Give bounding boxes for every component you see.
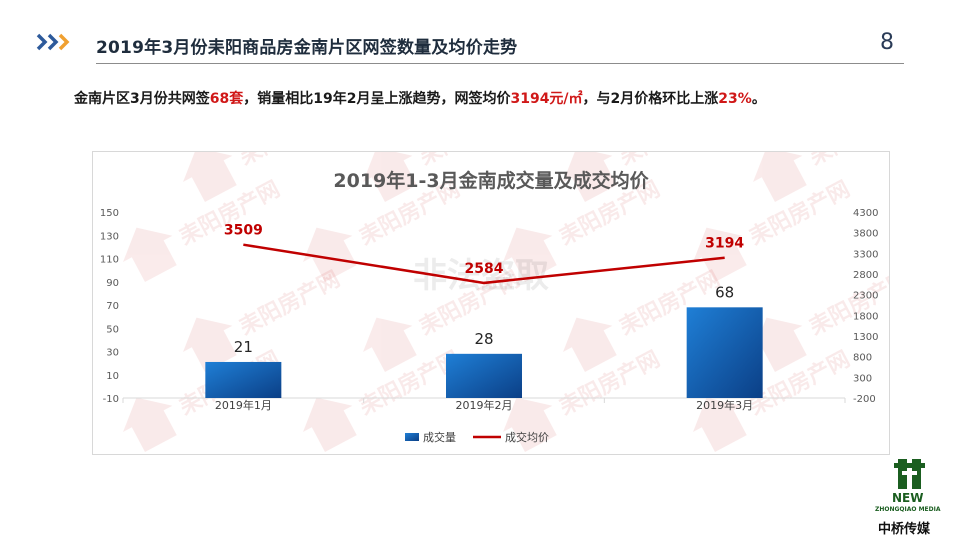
logo-media-text: ZHONGQIAO MEDIA xyxy=(875,506,941,513)
bar-data-label: 21 xyxy=(234,338,253,356)
summary-price: 3194元/㎡ xyxy=(510,91,583,107)
y-left-tick-label: 110 xyxy=(100,255,119,266)
summary-rate: 23% xyxy=(718,91,752,107)
summary-part-3: ，与2月价格环比上涨 xyxy=(582,91,719,107)
header: 2019年3月份耒阳商品房金南片区网签数量及均价走势 8 xyxy=(0,0,960,70)
legend-swatch-bar xyxy=(405,433,419,441)
watermark-text: 耒阳房产网 xyxy=(235,266,344,341)
chevron-right-icon xyxy=(36,33,70,51)
y-right-tick-label: 3800 xyxy=(853,229,878,240)
company-logo: NEW ZHONGQIAO MEDIA 中桥传媒 xyxy=(872,455,952,537)
page-title: 2019年3月份耒阳商品房金南片区网签数量及均价走势 xyxy=(96,38,518,58)
y-right-tick-label: 3300 xyxy=(853,249,878,260)
y-left-tick-label: 10 xyxy=(106,371,119,382)
chart-title: 2019年1-3月金南成交量及成交均价 xyxy=(333,169,649,192)
logo-brand-name: 中桥传媒 xyxy=(878,522,931,537)
y-left-tick-label: 50 xyxy=(106,324,119,335)
bar-data-label: 68 xyxy=(715,283,734,301)
line-data-label: 2584 xyxy=(465,261,504,277)
line-data-label: 3194 xyxy=(705,236,744,252)
summary-part-1: 金南片区3月份共网签 xyxy=(74,91,210,107)
y-right-tick-label: -200 xyxy=(853,394,876,405)
x-tick-label: 2019年1月 xyxy=(215,398,272,412)
summary-part-2: ，销量相比19年2月呈上涨趋势，网签均价 xyxy=(243,91,511,107)
line-data-label: 3509 xyxy=(224,223,263,239)
watermark-text: 耒阳房产网 xyxy=(615,152,724,171)
header-divider xyxy=(96,63,904,64)
chart-container: 耒阳房产网 耒阳房产网 耒阳房产网 耒阳房产网 耒阳房产网 耒阳房产网 耒阳房产网 耒阳房产网… xyxy=(92,151,890,455)
y-left-tick-label: -10 xyxy=(103,394,119,405)
y-right-tick-label: 4300 xyxy=(853,208,878,219)
y-left-tick-label: 90 xyxy=(106,278,119,289)
watermark-text: 耒阳房产网 xyxy=(415,152,524,171)
y-left-tick-label: 30 xyxy=(106,348,119,359)
y-left-tick-label: 70 xyxy=(106,301,119,312)
summary-part-4: 。 xyxy=(751,91,766,107)
summary-sales: 68套 xyxy=(209,91,244,107)
bar-data-label: 28 xyxy=(474,330,493,348)
watermark-text: 耒阳房产网 xyxy=(805,152,889,171)
y-right-tick-label: 2300 xyxy=(853,291,878,302)
y-left-tick-label: 130 xyxy=(100,231,119,242)
series-line xyxy=(243,243,725,285)
y-right-tick-label: 800 xyxy=(853,353,872,364)
bar xyxy=(205,361,282,398)
bar xyxy=(446,353,522,398)
y-right-tick-label: 2800 xyxy=(853,270,878,281)
y-right-tick-label: 1800 xyxy=(853,311,878,322)
y-right-tick-label: 1300 xyxy=(853,332,878,343)
logo-mark xyxy=(894,459,925,489)
x-tick-label: 2019年2月 xyxy=(456,398,513,412)
bar xyxy=(686,307,763,398)
logo-new-text: NEW xyxy=(892,491,924,505)
legend-label-line: 成交均价 xyxy=(505,430,549,444)
y-right-tick-label: 300 xyxy=(853,373,872,384)
x-tick-label: 2019年3月 xyxy=(696,398,753,412)
y-left-tick-label: 150 xyxy=(100,208,119,219)
page-number: 8 xyxy=(880,30,894,55)
watermark-text: 耒阳房产网 xyxy=(235,152,344,171)
legend-label-bar: 成交量 xyxy=(423,430,456,444)
summary-text: 金南片区3月份共网签68套，销量相比19年2月呈上涨趋势，网签均价3194元/㎡… xyxy=(74,88,766,108)
